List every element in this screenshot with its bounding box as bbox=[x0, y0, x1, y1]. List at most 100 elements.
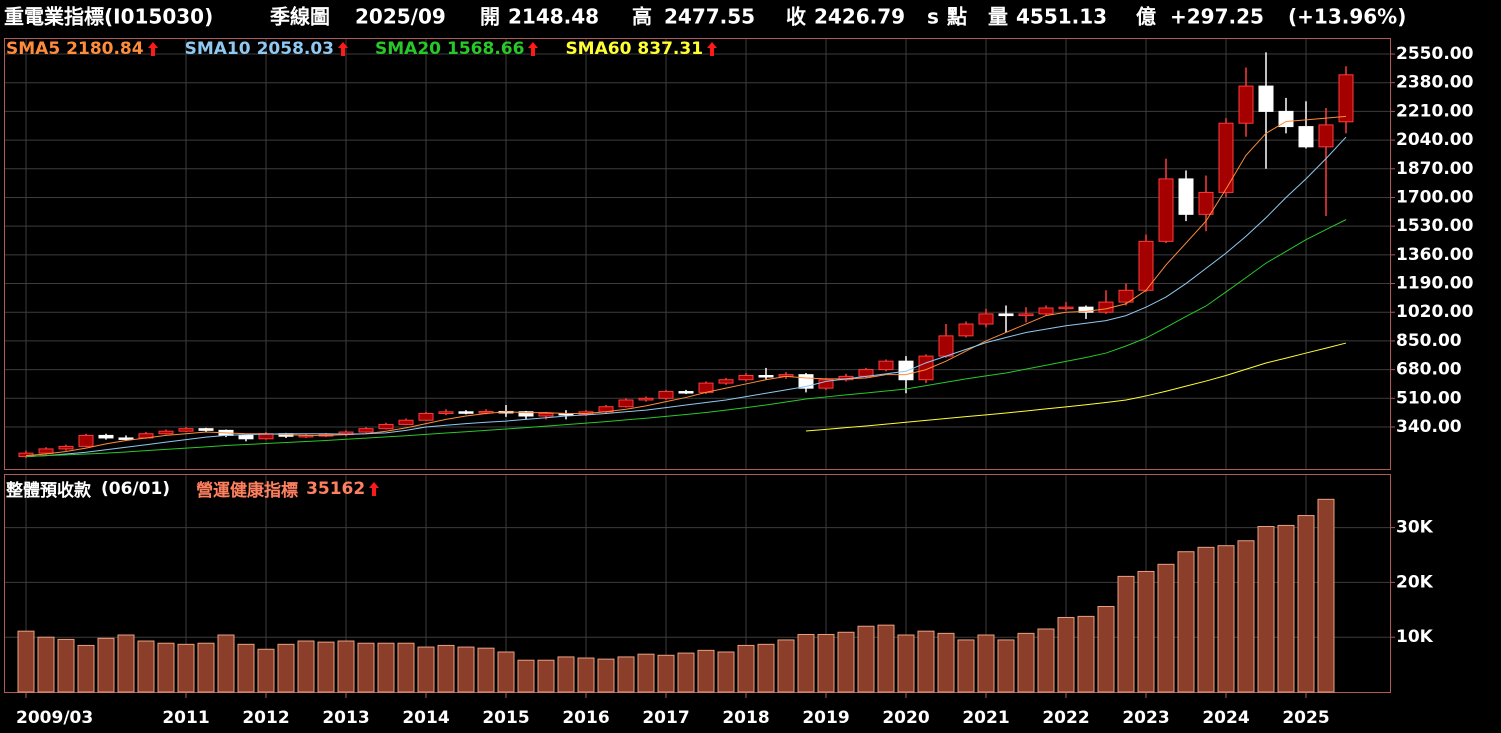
bar bbox=[577, 657, 595, 693]
arrow-shape bbox=[147, 42, 158, 56]
candle-body bbox=[438, 411, 454, 414]
candle-body bbox=[378, 423, 394, 430]
bar bbox=[137, 640, 155, 693]
x-tick-label: 2023 bbox=[1122, 708, 1169, 728]
bar bbox=[717, 651, 735, 693]
bar bbox=[157, 642, 175, 693]
x-tick-label: 2017 bbox=[642, 708, 689, 728]
bar bbox=[1157, 563, 1175, 693]
candle-body bbox=[998, 313, 1014, 317]
up-arrow bbox=[369, 481, 380, 496]
candle-body bbox=[1338, 74, 1354, 123]
candle-body bbox=[618, 399, 634, 408]
bar bbox=[317, 641, 335, 693]
bar bbox=[517, 659, 535, 693]
price-legend: SMA5 2180.84 SMA10 2058.03 SMA20 1568.66 SMA60… bbox=[6, 39, 718, 59]
legend-value: 837.31 bbox=[637, 39, 704, 59]
y-tick-label: 2210.00 bbox=[1396, 101, 1474, 121]
candle-body bbox=[818, 379, 834, 389]
bar bbox=[357, 642, 375, 693]
bar bbox=[857, 625, 875, 693]
x-tick-label: 2021 bbox=[962, 708, 1009, 728]
bar bbox=[77, 644, 95, 693]
bar bbox=[757, 643, 775, 693]
candle-body bbox=[118, 437, 134, 440]
candle-body bbox=[1198, 191, 1214, 215]
candle-body bbox=[738, 375, 754, 381]
bar bbox=[1317, 498, 1335, 693]
legend-item: SMA10 2058.03 bbox=[185, 39, 349, 59]
bar bbox=[417, 646, 435, 693]
x-tick-label: 2015 bbox=[482, 708, 529, 728]
bar bbox=[1297, 515, 1315, 693]
y-tick-label: 30K bbox=[1396, 518, 1434, 538]
bar bbox=[837, 631, 855, 693]
candle-body bbox=[1178, 178, 1194, 215]
candle-body bbox=[78, 434, 94, 447]
bar bbox=[377, 642, 395, 693]
y-tick-label: 2040.00 bbox=[1396, 130, 1474, 150]
candle-body bbox=[1058, 306, 1074, 310]
candle-body bbox=[938, 335, 954, 357]
y-tick-label: 510.00 bbox=[1396, 388, 1462, 408]
header-text: 2148.48 bbox=[508, 5, 599, 29]
candle-body bbox=[1218, 122, 1234, 193]
bar bbox=[877, 624, 895, 693]
bar bbox=[297, 640, 315, 693]
header-text: (+13.96%) bbox=[1288, 5, 1406, 29]
candle-body bbox=[1238, 85, 1254, 124]
y-tick-label: 2550.00 bbox=[1396, 44, 1474, 64]
x-tick-label: 2009/03 bbox=[16, 708, 93, 728]
bar bbox=[1177, 551, 1195, 693]
bar bbox=[457, 646, 475, 693]
candle-body bbox=[478, 410, 494, 414]
candle-body bbox=[1118, 289, 1134, 303]
bar bbox=[1197, 546, 1215, 693]
legend-item: SMA60 837.31 bbox=[565, 39, 718, 59]
bar bbox=[637, 653, 655, 693]
bar bbox=[477, 647, 495, 693]
y-tick-label: 20K bbox=[1396, 572, 1434, 592]
panel-title: 整體預收款 bbox=[6, 481, 91, 501]
candle-body bbox=[878, 360, 894, 371]
indicator-legend: 整體預收款 (06/01) 營運健康指標 35162 bbox=[6, 476, 380, 501]
panel-subtitle: (06/01) bbox=[101, 478, 171, 499]
legend-item: SMA5 2180.84 bbox=[6, 39, 159, 59]
y-tick-label: 1190.00 bbox=[1396, 274, 1474, 294]
header-text: 季線圖 bbox=[269, 5, 330, 29]
y-tick-label: 1530.00 bbox=[1396, 216, 1474, 236]
header-text: 2426.79 bbox=[814, 5, 905, 29]
bar bbox=[497, 651, 515, 693]
up-arrow bbox=[147, 42, 158, 56]
bar bbox=[437, 644, 455, 693]
legend-name: SMA10 bbox=[184, 39, 251, 59]
arrow-shape bbox=[338, 42, 349, 56]
bar bbox=[257, 648, 275, 693]
y-tick-label: 340.00 bbox=[1396, 417, 1462, 437]
y-tick-label: 1360.00 bbox=[1396, 245, 1474, 265]
legend-value: 35162 bbox=[306, 478, 366, 499]
bar bbox=[1017, 632, 1035, 693]
x-tick-label: 2018 bbox=[722, 708, 769, 728]
x-tick-label: 2019 bbox=[802, 708, 849, 728]
bar bbox=[537, 659, 555, 693]
candle-body bbox=[758, 375, 774, 378]
bar bbox=[237, 643, 255, 693]
legend-name: 營運健康指標 bbox=[196, 481, 299, 501]
candle-body bbox=[1018, 313, 1034, 317]
arrow-shape bbox=[369, 481, 380, 496]
y-tick-label: 1700.00 bbox=[1396, 187, 1474, 207]
candle-body bbox=[198, 428, 214, 431]
candle-body bbox=[98, 434, 114, 439]
header-text: 重電業指標(I015030) bbox=[4, 5, 213, 29]
y-tick-label: 2380.00 bbox=[1396, 73, 1474, 93]
arrow-shape bbox=[528, 42, 539, 56]
legend-item: SMA20 1568.66 bbox=[375, 39, 539, 59]
x-tick-label: 2016 bbox=[562, 708, 609, 728]
up-arrow bbox=[338, 42, 349, 56]
candle-body bbox=[358, 428, 374, 433]
up-arrow bbox=[707, 42, 718, 56]
candle-body bbox=[238, 434, 254, 440]
bar bbox=[797, 633, 815, 693]
